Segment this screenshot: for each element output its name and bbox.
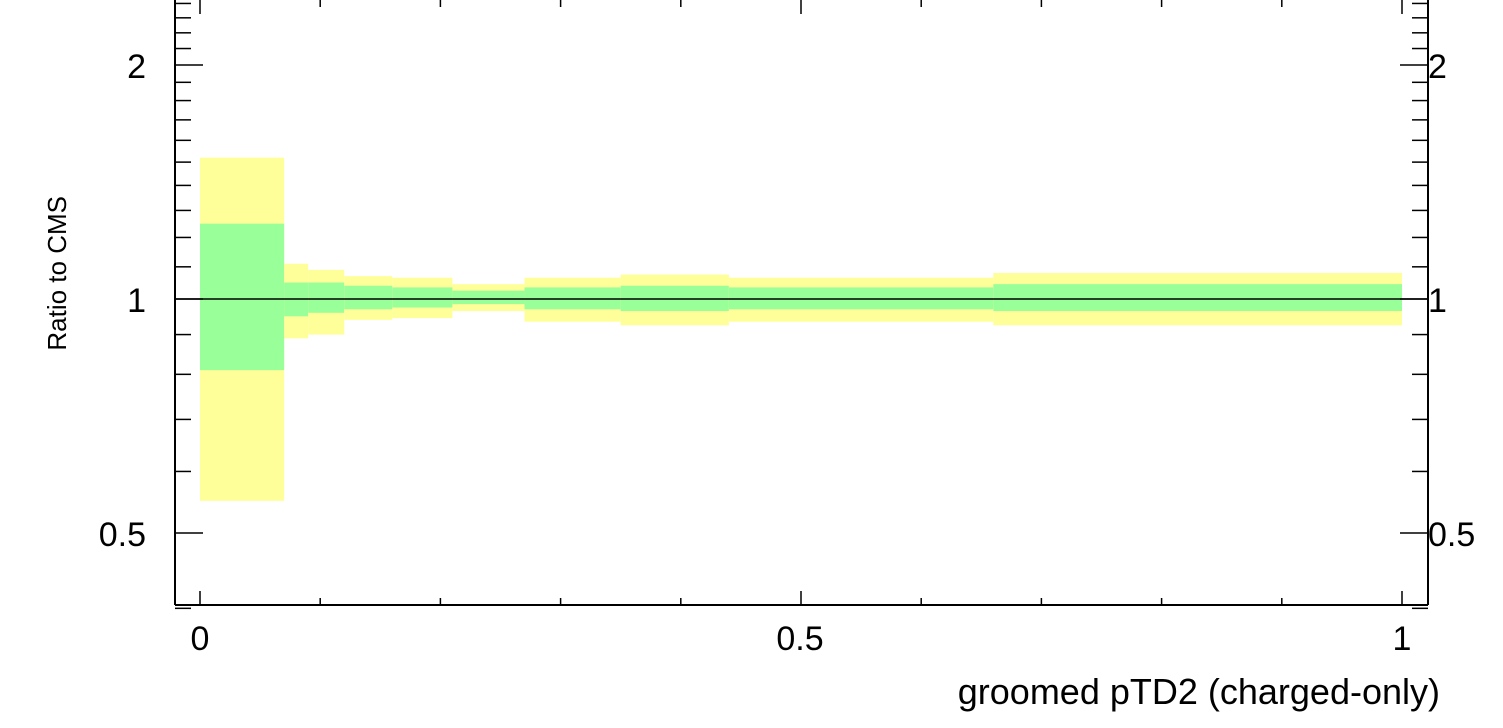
y-tick-label-right-1: 1 bbox=[1428, 282, 1447, 320]
x-tick-label-0: 0 bbox=[191, 620, 210, 658]
y-tick-label-left-1: 1 bbox=[127, 282, 146, 320]
inner-band-bin-3 bbox=[344, 285, 393, 310]
inner-band-bin-5 bbox=[452, 290, 525, 305]
y-axis-label: Ratio to CMS bbox=[42, 196, 72, 351]
y-tick-label-left-2: 2 bbox=[127, 48, 146, 86]
uncertainty-bands bbox=[200, 157, 1402, 501]
x-tick-label-1: 1 bbox=[1393, 620, 1412, 658]
inner-band-bin-2 bbox=[308, 282, 345, 313]
inner-band-bin-0 bbox=[200, 223, 285, 371]
x-tick-label-0.5: 0.5 bbox=[776, 620, 823, 658]
axis-ticks bbox=[175, 0, 1428, 610]
inner-band-bin-9 bbox=[993, 284, 1402, 312]
inner-band-bin-4 bbox=[392, 287, 453, 308]
x-axis-label: groomed pTD2 (charged-only) bbox=[958, 671, 1440, 712]
y-tick-label-left-0.5: 0.5 bbox=[99, 516, 146, 554]
y-tick-label-right-2: 2 bbox=[1428, 48, 1447, 86]
y-tick-label-right-0.5: 0.5 bbox=[1428, 516, 1475, 554]
